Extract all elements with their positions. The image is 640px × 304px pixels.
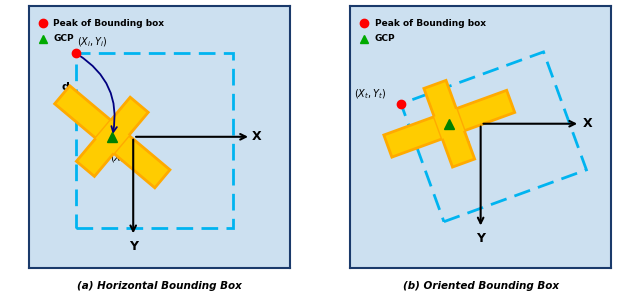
Polygon shape xyxy=(76,97,148,176)
Text: $(X,Y)$: $(X,Y)$ xyxy=(109,151,136,164)
Text: (b) Oriented Bounding Box: (b) Oriented Bounding Box xyxy=(403,281,559,291)
Polygon shape xyxy=(424,80,475,167)
Text: $(X_i,Y_i)$: $(X_i,Y_i)$ xyxy=(77,36,108,49)
Text: Y: Y xyxy=(129,240,138,253)
Polygon shape xyxy=(96,120,129,154)
Text: (a) Horizontal Bounding Box: (a) Horizontal Bounding Box xyxy=(77,281,242,291)
Text: Peak of Bounding box: Peak of Bounding box xyxy=(375,19,486,28)
Text: GCP: GCP xyxy=(54,34,74,43)
Text: X: X xyxy=(252,130,261,143)
Polygon shape xyxy=(384,90,515,157)
Text: Y: Y xyxy=(476,232,485,245)
Polygon shape xyxy=(434,109,465,139)
Text: X: X xyxy=(583,117,593,130)
Text: $(X,Y)$: $(X,Y)$ xyxy=(445,138,472,151)
Polygon shape xyxy=(54,86,170,188)
Bar xyxy=(76,53,232,228)
Text: GCP: GCP xyxy=(375,34,396,43)
Text: Peak of Bounding box: Peak of Bounding box xyxy=(54,19,164,28)
Text: d: d xyxy=(61,82,69,92)
Text: $(X_t,Y_t)$: $(X_t,Y_t)$ xyxy=(354,88,387,101)
